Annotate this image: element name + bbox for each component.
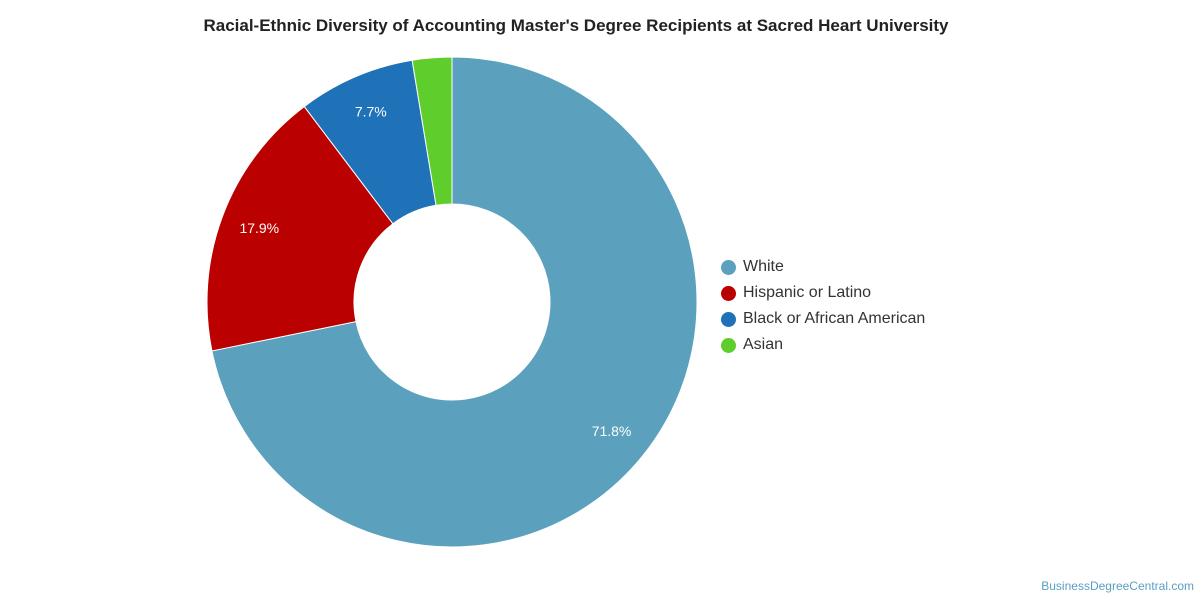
legend-label-white: White [743, 258, 784, 275]
legend: White Hispanic or Latino Black or Africa… [721, 254, 1021, 358]
legend-item-hispanic-or-latino[interactable]: Hispanic or Latino [721, 280, 1021, 306]
legend-label-hispanic-or-latino: Hispanic or Latino [743, 284, 872, 301]
data-label-black-or-african-american: 7.7% [355, 103, 387, 119]
data-label-white: 71.8% [592, 423, 632, 439]
legend-item-white[interactable]: White [721, 254, 1021, 280]
chart-title: Racial-Ethnic Diversity of Accounting Ma… [203, 16, 949, 35]
legend-swatch-asian [721, 337, 736, 353]
legend-label-asian: Asian [743, 336, 784, 353]
legend-swatch-white [721, 259, 736, 275]
slice-white[interactable] [211, 56, 698, 548]
data-label-hispanic-or-latino: 17.9% [239, 220, 279, 236]
watermark[interactable]: BusinessDegreeCentral.com [1041, 579, 1194, 593]
slice-group [206, 56, 698, 548]
data-label-group: 71.8% 17.9% 7.7% [239, 103, 631, 439]
slice-asian[interactable] [411, 56, 453, 206]
legend-item-black-or-african-american[interactable]: Black or African American [721, 306, 1021, 332]
legend-swatch-hispanic-or-latino [721, 285, 736, 301]
slice-hispanic-or-latino[interactable] [206, 105, 394, 352]
legend-swatch-black-or-african-american [721, 311, 736, 327]
legend-item-asian[interactable]: Asian [721, 332, 1021, 358]
legend-label-black-or-african-american: Black or African American [743, 310, 926, 327]
